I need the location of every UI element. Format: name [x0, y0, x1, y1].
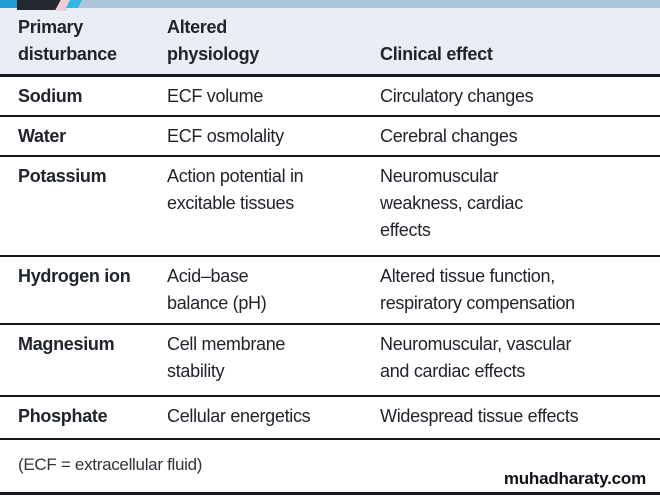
footnote-text: (ECF = extracellular fluid)	[18, 455, 203, 474]
cell-clinical-effect: Neuromuscular weakness, cardiac effects	[380, 166, 523, 240]
cell-altered-physiology: Cell membrane stability	[167, 334, 286, 381]
cell-primary-disturbance: Potassium	[18, 166, 107, 186]
table-row: Sodium ECF volume Circulatory changes	[0, 77, 660, 117]
table-body: Sodium ECF volume Circulatory changes Wa…	[0, 77, 660, 440]
decorative-topbar	[0, 0, 660, 11]
table-row: Phosphate Cellular energetics Widespread…	[0, 397, 660, 440]
cell-primary-disturbance: Sodium	[18, 86, 83, 106]
cell-primary-disturbance: Hydrogen ion	[18, 266, 131, 286]
column-header-altered-physiology: Altered physiology	[167, 17, 260, 64]
cell-altered-physiology: ECF osmolality	[167, 126, 284, 146]
table-row: Magnesium Cell membrane stability Neurom…	[0, 325, 660, 397]
cell-clinical-effect: Cerebral changes	[380, 126, 518, 146]
topbar-cyan-segment	[65, 0, 83, 8]
table-header-row: Primary disturbance Altered physiology C…	[0, 8, 660, 77]
cell-clinical-effect: Circulatory changes	[380, 86, 534, 106]
cell-altered-physiology: Acid–base balance (pH)	[167, 266, 267, 313]
watermark-text: muhadharaty.com	[503, 469, 646, 488]
column-header-primary-disturbance: Primary disturbance	[18, 17, 117, 64]
table-row: Hydrogen ion Acid–base balance (pH) Alte…	[0, 257, 660, 325]
cell-altered-physiology: Action potential in excitable tissues	[167, 166, 304, 213]
cell-clinical-effect: Widespread tissue effects	[380, 406, 579, 426]
cell-clinical-effect: Altered tissue function, respiratory com…	[380, 266, 575, 313]
cell-primary-disturbance: Water	[18, 126, 66, 146]
cell-primary-disturbance: Magnesium	[18, 334, 115, 354]
table-row: Water ECF osmolality Cerebral changes	[0, 117, 660, 157]
table-row: Potassium Action potential in excitable …	[0, 157, 660, 257]
footnote-area: (ECF = extracellular fluid) muhadharaty.…	[0, 440, 660, 495]
cell-clinical-effect: Neuromuscular, vascular and cardiac effe…	[380, 334, 572, 381]
column-header-clinical-effect: Clinical effect	[380, 44, 493, 64]
topbar-navy-segment	[17, 0, 66, 10]
cell-altered-physiology: Cellular energetics	[167, 406, 311, 426]
cell-altered-physiology: ECF volume	[167, 86, 264, 106]
cell-primary-disturbance: Phosphate	[18, 406, 108, 426]
topbar-teal-segment	[0, 0, 17, 8]
